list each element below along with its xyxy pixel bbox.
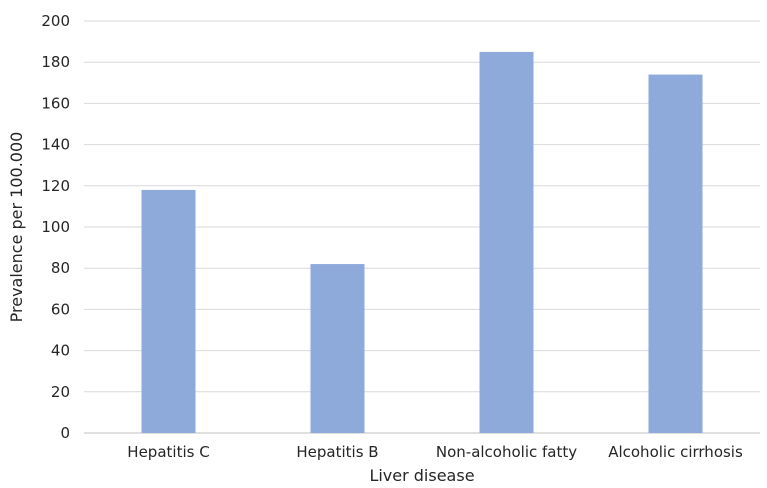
gridlines	[84, 20, 760, 434]
y-tick-label: 200	[41, 12, 70, 30]
y-axis-ticks: 0 20 40 60 80 100 120 140 160 180 200	[41, 12, 70, 442]
bars	[141, 51, 703, 434]
x-tick-label: Non-alcoholic fatty	[436, 443, 577, 461]
y-tick-label: 140	[41, 136, 70, 154]
y-tick-label: 0	[60, 424, 70, 442]
y-axis-title: Prevalence per 100.000	[7, 132, 26, 323]
y-tick-label: 60	[51, 300, 70, 318]
x-tick-label: Alcoholic cirrhosis	[608, 443, 743, 461]
y-tick-label: 20	[51, 383, 70, 401]
y-tick-label: 100	[41, 218, 70, 236]
y-tick-label: 120	[41, 177, 70, 195]
x-tick-label: Hepatitis C	[127, 443, 209, 461]
x-tick-label: Hepatitis B	[296, 443, 378, 461]
y-tick-label: 180	[41, 53, 70, 71]
bar	[648, 74, 703, 433]
y-tick-label: 80	[51, 259, 70, 277]
x-axis-ticks: Hepatitis C Hepatitis B Non-alcoholic fatt…	[127, 443, 743, 461]
y-tick-label: 160	[41, 94, 70, 112]
bar	[141, 189, 196, 433]
bar	[479, 51, 534, 434]
y-tick-label: 40	[51, 342, 70, 360]
x-axis-title: Liver disease	[369, 466, 474, 485]
bar	[310, 264, 365, 433]
